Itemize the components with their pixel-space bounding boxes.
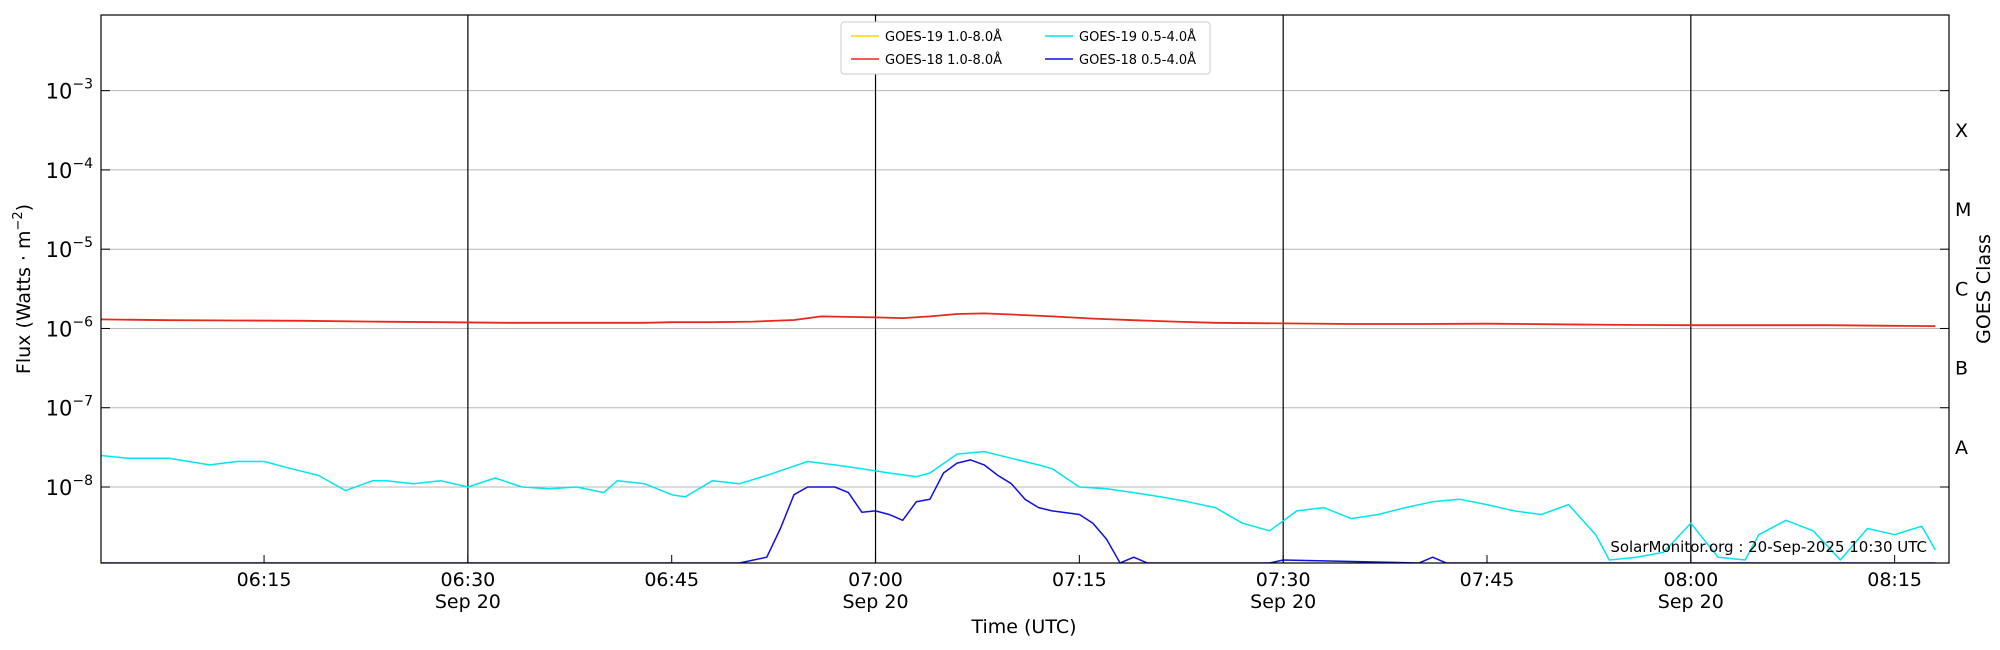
goes-class-A: A [1955,437,1968,459]
x-tick-date-label: Sep 20 [435,591,501,613]
goes-class-M: M [1955,199,1971,221]
x-tick-label: 06:30 [440,569,495,591]
goes-class-B: B [1955,358,1968,380]
y-tick-label: 10−7 [46,394,93,421]
x-tick-label: 07:30 [1256,569,1311,591]
x-tick-label: 08:00 [1663,569,1718,591]
x-tick-label: 08:15 [1867,569,1922,591]
x-tick-date-label: Sep 20 [1250,591,1316,613]
x-tick-label: 06:45 [644,569,699,591]
y-tick-label: 10−4 [46,156,93,183]
y-tick-label: 10−5 [46,235,93,262]
legend-entry: GOES-18 1.0-8.0Å [885,52,1002,68]
goes-class-X: X [1955,120,1968,142]
x-tick-label: 06:15 [237,569,292,591]
legend-entry: GOES-19 0.5-4.0Å [1079,29,1196,45]
x-tick-label: 07:00 [848,569,903,591]
legend: GOES-19 1.0-8.0Å GOES-19 0.5-4.0Å GOES-18 … [840,21,1211,75]
y-axis-ticks: 10−3 10−4 10−5 10−6 10−7 10−8 [46,77,1949,500]
legend-entry: GOES-19 1.0-8.0Å [885,29,1002,45]
x-tick-label: 07:15 [1052,569,1107,591]
series-line-goes-18-1-0-8-0- [101,312,1936,327]
x-tick-label: 07:45 [1460,569,1515,591]
y-tick-label: 10−6 [46,314,93,341]
y-tick-label: 10−3 [46,77,93,104]
source-annotation: SolarMonitor.org : 20-Sep-2025 10:30 UTC [1610,538,1927,556]
series-line-goes-18-0-5-4-0- [101,459,1936,563]
series-line-goes-19-0-5-4-0- [101,450,1937,561]
legend-box [840,21,1211,75]
y-tick-label: 10−8 [46,473,93,500]
x-axis-label: Time (UTC) [970,616,1076,638]
x-tick-date-label: Sep 20 [1658,591,1724,613]
grid-lines [101,90,1949,488]
legend-entry: GOES-18 0.5-4.0Å [1079,52,1196,68]
y-axis-label: Flux (Watts · m−2) [11,204,35,374]
plot-frame [100,14,1950,564]
goes-class-labels: X M C B A [1955,120,1971,459]
goes-class-C: C [1955,278,1968,300]
goes-class-axis-label: GOES Class [1973,234,1995,344]
x-tick-date-label: Sep 20 [843,591,909,613]
data-series [101,312,1937,563]
date-vertical-lines [467,15,1692,563]
